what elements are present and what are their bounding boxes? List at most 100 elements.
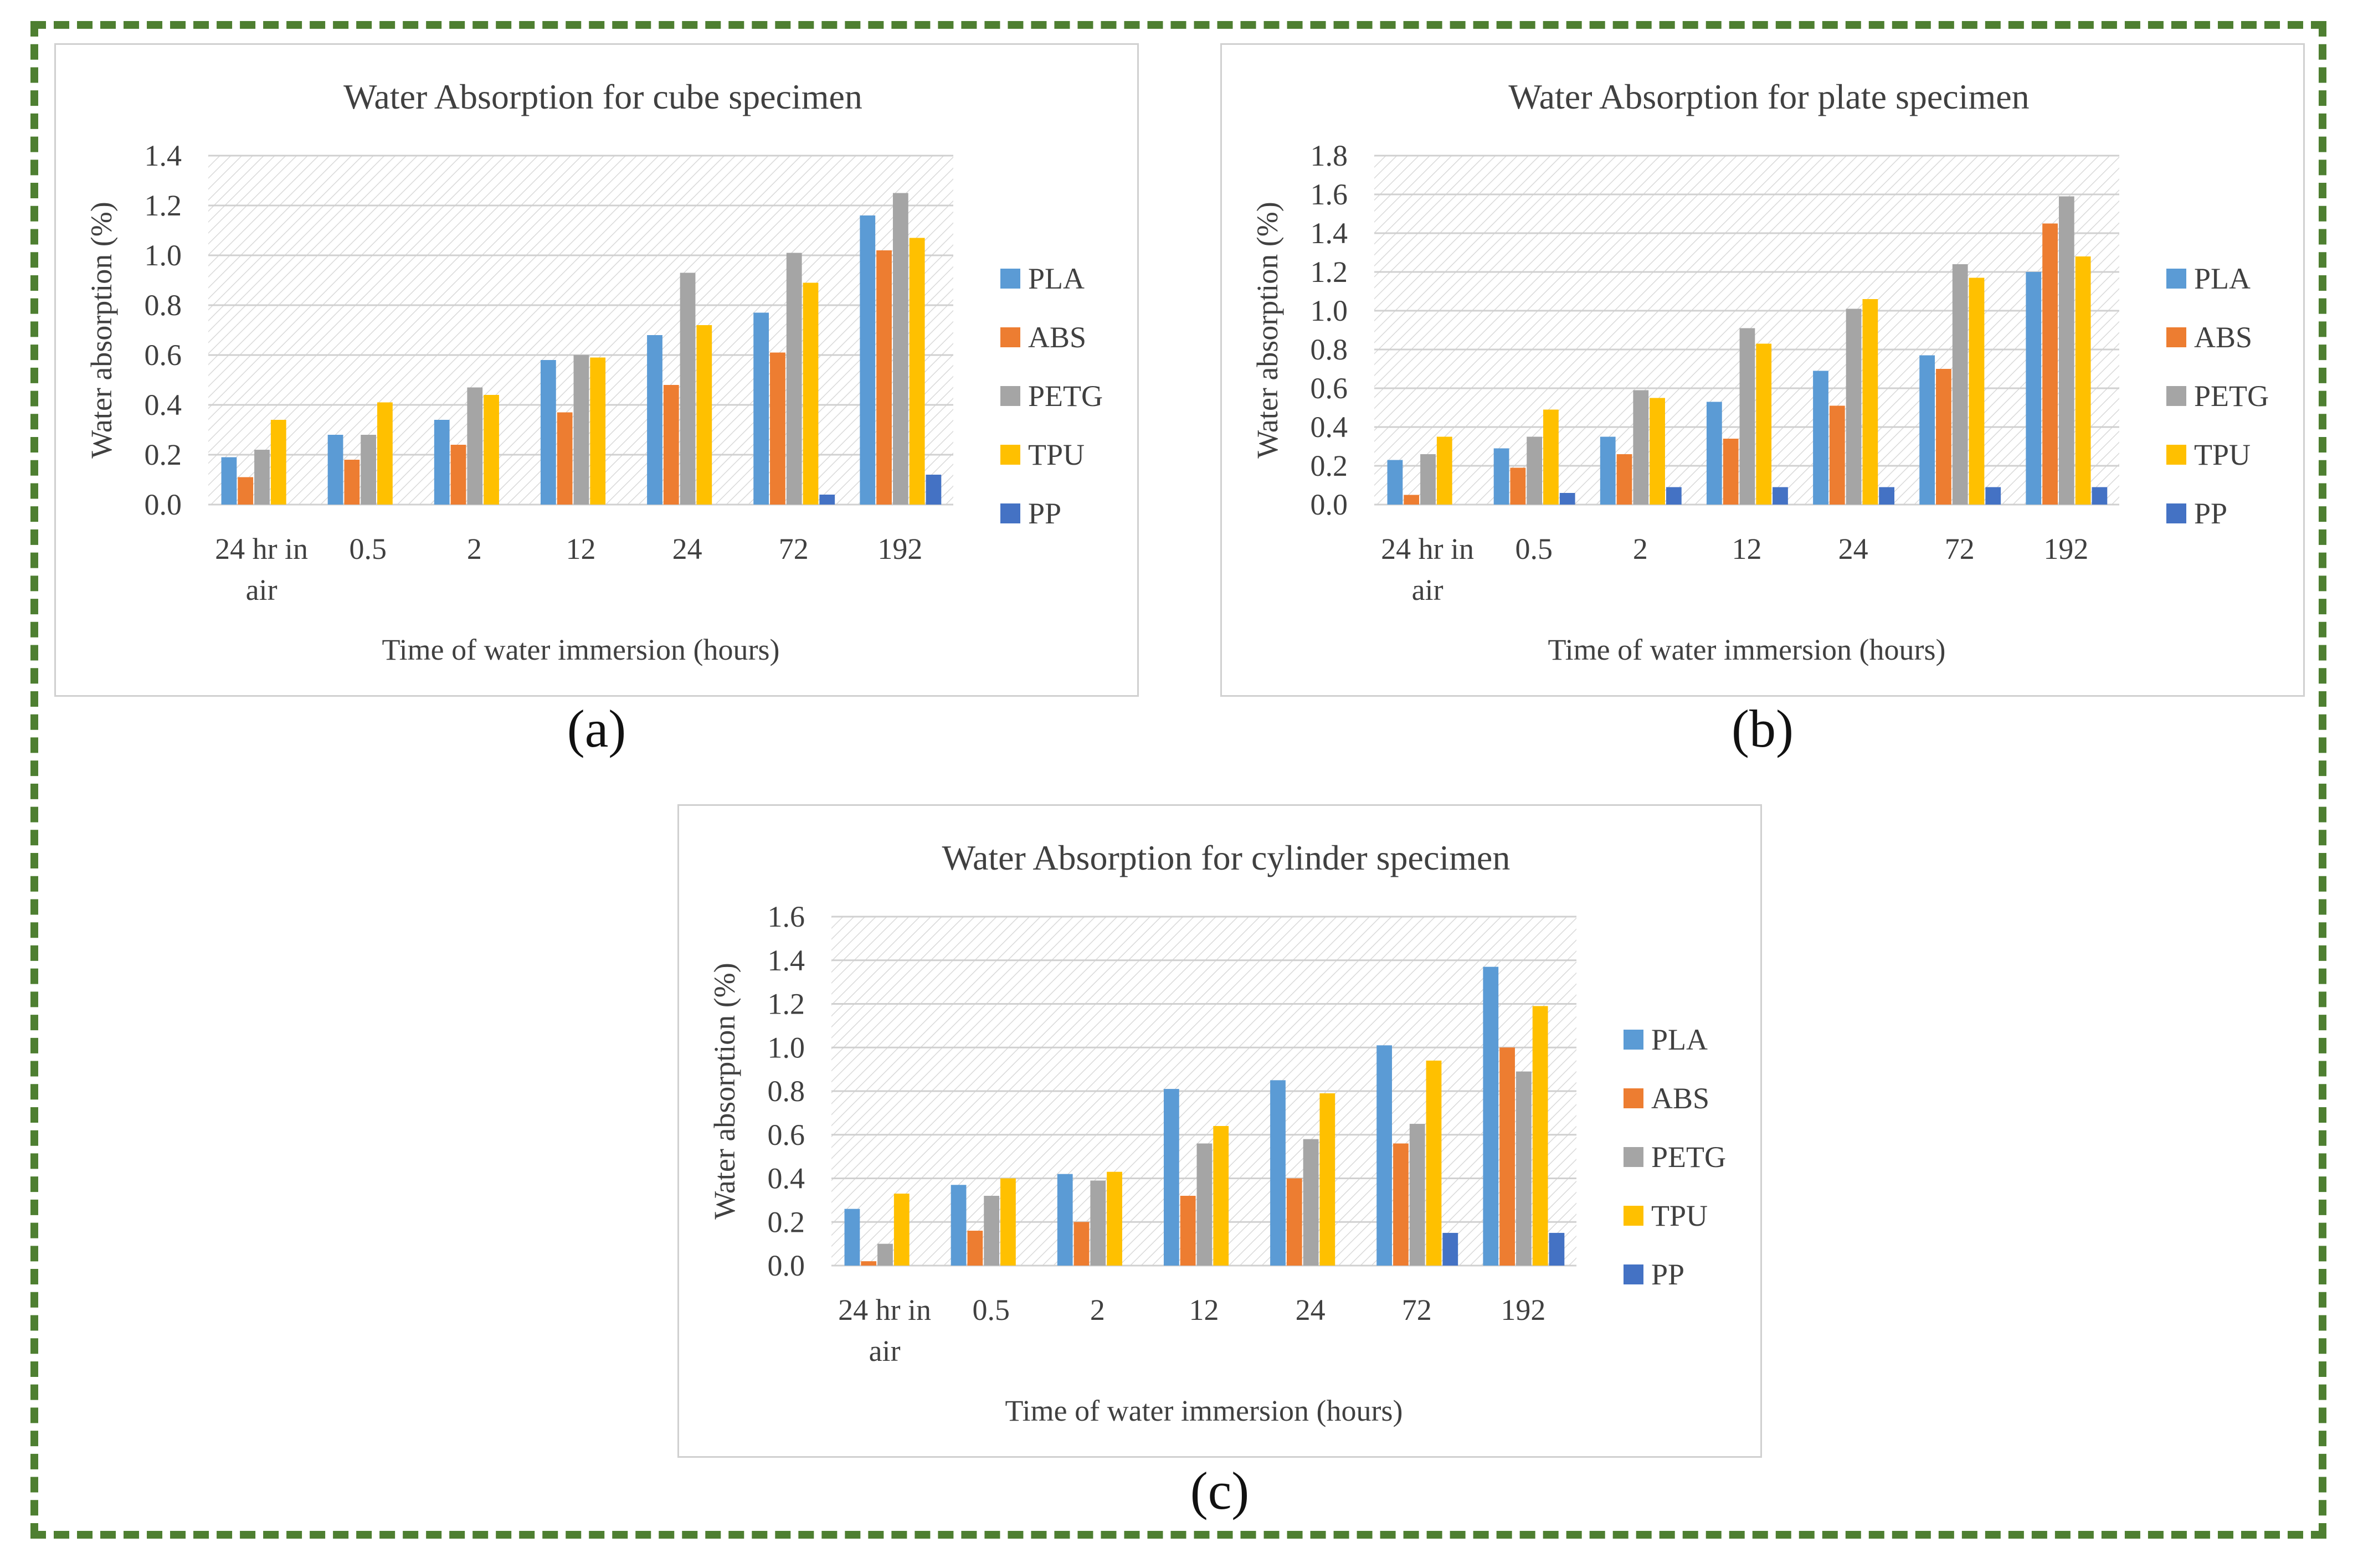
x-axis-label: Time of water immersion (hours) <box>382 633 780 666</box>
x-tick-label: 24 <box>1296 1293 1326 1327</box>
bar-petg <box>1952 264 1968 505</box>
y-tick-label: 0.6 <box>145 338 182 372</box>
legend-label-tpu: TPU <box>2194 438 2251 471</box>
legend-label-pla: PLA <box>1028 262 1085 295</box>
bar-petg <box>1633 390 1649 505</box>
bar-abs <box>1510 467 1526 505</box>
y-axis-label: Water absorption (%) <box>85 202 118 458</box>
y-axis-label: Water absorption (%) <box>1251 202 1284 458</box>
chart-panel-cube: 0.0 0.2 0.4 0.6 0.8 1.0 1.2 1.4 Water Absorption… <box>54 43 1139 697</box>
y-tick-label: 1.2 <box>768 988 805 1021</box>
bar-tpu <box>1532 1006 1548 1266</box>
bar-tpu <box>1756 343 1772 505</box>
y-axis-label: Water absorption (%) <box>708 963 741 1219</box>
bar-pla <box>434 420 450 505</box>
bar-abs <box>450 445 466 505</box>
x-tick-label: 2 <box>1633 532 1648 565</box>
y-tick-label: 1.0 <box>1311 294 1348 327</box>
bar-petg <box>1196 1143 1213 1266</box>
legend-swatch-petg <box>1000 386 1020 406</box>
bar-abs <box>876 250 892 505</box>
bar-petg <box>1527 436 1543 505</box>
y-tick-label: 1.2 <box>1311 255 1348 289</box>
bar-pp <box>1985 487 2001 505</box>
legend-swatch-pla <box>1000 269 1020 289</box>
bar-abs <box>663 385 679 505</box>
bar-abs <box>1073 1222 1090 1266</box>
bar-abs <box>1936 369 1951 505</box>
bar-tpu <box>1862 299 1878 505</box>
x-tick-label: 72 <box>779 532 809 565</box>
bar-abs <box>344 460 360 505</box>
legend-label-pp: PP <box>1028 497 1061 530</box>
x-tick-label: 24 hr in <box>838 1293 931 1327</box>
bar-tpu <box>1436 436 1452 505</box>
bar-tpu <box>590 357 606 505</box>
x-tick-label: 12 <box>1732 532 1762 565</box>
x-tick-label: 24 hr in <box>1381 532 1474 565</box>
bar-tpu <box>893 1194 910 1266</box>
bar-pla <box>647 335 662 505</box>
bar-petg <box>2058 196 2074 505</box>
bar-pp <box>819 495 835 505</box>
legend-swatch-tpu <box>1000 445 1020 465</box>
bar-tpu <box>270 420 286 505</box>
legend-label-pp: PP <box>2194 497 2227 530</box>
legend-swatch-abs <box>1624 1088 1643 1108</box>
x-tick-label: 192 <box>2043 532 2088 565</box>
x-tick-label-line2: air <box>246 573 278 606</box>
y-tick-label: 0.6 <box>1311 372 1348 405</box>
bar-pla <box>327 435 343 505</box>
x-tick-label: 12 <box>566 532 596 565</box>
x-tick-label: 72 <box>1945 532 1975 565</box>
legend-label-tpu: TPU <box>1651 1199 1708 1232</box>
bar-pp <box>1879 487 1895 505</box>
bar-pla <box>1270 1080 1286 1266</box>
legend-label-abs: ABS <box>1651 1082 1709 1115</box>
x-tick-label: 2 <box>467 532 482 565</box>
y-tick-label: 1.0 <box>145 239 182 272</box>
legend-swatch-pp <box>1624 1264 1643 1284</box>
bar-abs <box>1499 1047 1515 1266</box>
bar-petg <box>786 253 802 505</box>
bar-pla <box>1600 436 1616 505</box>
bar-petg <box>984 1196 1000 1266</box>
bar-pla <box>1376 1045 1393 1266</box>
bar-abs <box>1393 1143 1409 1266</box>
bar-pp <box>1559 493 1575 505</box>
bar-abs <box>1404 495 1420 505</box>
bar-pla <box>860 215 876 505</box>
y-tick-label: 1.4 <box>768 944 805 977</box>
legend-swatch-pla <box>2166 269 2186 289</box>
chart-title: Water Absorption for cylinder specimen <box>942 838 1511 877</box>
legend-label-pp: PP <box>1651 1258 1684 1291</box>
bar-pla <box>1919 355 1935 505</box>
chart-panel-plate: 0.0 0.2 0.4 0.6 0.8 1.0 1.2 1.4 1.6 1.8 Water Abso… <box>1220 43 2305 697</box>
bar-petg <box>361 435 377 505</box>
caption-b: (b) <box>1732 699 1794 758</box>
bar-abs <box>967 1231 983 1266</box>
x-tick-label: 24 hr in <box>215 532 308 565</box>
legend-label-petg: PETG <box>2194 379 2269 413</box>
x-tick-label: 192 <box>1501 1293 1545 1327</box>
x-tick-label-line2: air <box>869 1334 901 1367</box>
bar-tpu <box>1213 1126 1229 1266</box>
bar-pla <box>221 457 237 505</box>
y-tick-label: 0.8 <box>145 289 182 322</box>
bar-petg <box>1303 1139 1319 1266</box>
chart-cylinder-svg: 0.0 0.2 0.4 0.6 0.8 1.0 1.2 1.4 1.6 Water Absorpt… <box>708 838 1726 1427</box>
bar-pp <box>1549 1232 1565 1266</box>
legend-label-pla: PLA <box>2194 262 2251 295</box>
bar-abs <box>1616 454 1632 505</box>
bar-petg <box>573 355 589 505</box>
caption-a: (a) <box>567 699 626 758</box>
legend-label-abs: ABS <box>1028 321 1086 354</box>
bar-abs <box>861 1261 877 1266</box>
bar-abs <box>1829 405 1845 505</box>
y-tick-label: 0.0 <box>768 1249 805 1282</box>
bar-tpu <box>1650 398 1665 505</box>
x-tick-label: 192 <box>877 532 922 565</box>
legend-swatch-abs <box>2166 327 2186 347</box>
y-tick-label: 1.6 <box>1311 178 1348 211</box>
y-tick-label: 0.8 <box>1311 333 1348 366</box>
